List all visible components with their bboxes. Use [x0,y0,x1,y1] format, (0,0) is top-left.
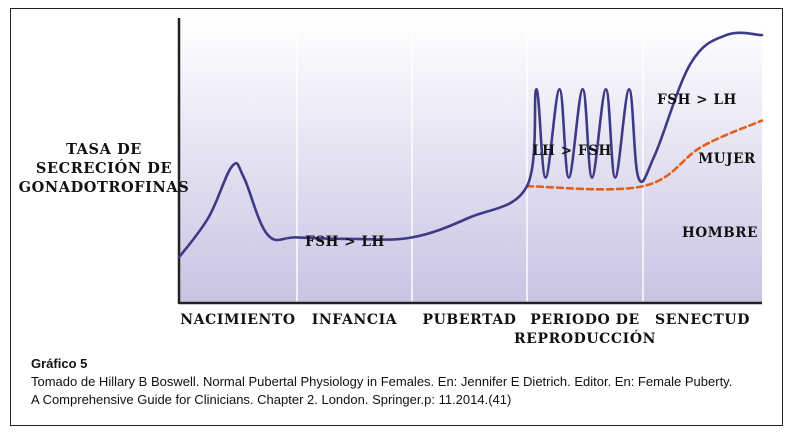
series-line-mujer [177,31,764,259]
category-labels: NACIMIENTO INFANCIA PUBERTAD PERIODO DEREPR… [180,312,750,347]
category-label: INFANCIA [312,312,398,328]
caption-title: Gráfico 5 [31,356,88,371]
annotation-label: HOMBRE [682,225,758,241]
figure-caption: Gráfico 5 Tomado de Hillary B Boswell. N… [31,355,776,409]
annotations: FSH > LH LH > FSH FSH > LH MUJER HOMBRE [305,92,758,250]
category-label: REPRODUCCIÓN [514,329,656,347]
category-label: PUBERTAD [422,312,516,328]
annotation-label: FSH > LH [657,92,737,108]
series-layer [177,31,764,259]
plot-background [179,18,762,303]
y-axis-label-line: TASA DE [66,141,142,158]
annotation-label: FSH > LH [305,234,385,250]
caption-line: A Comprehensive Guide for Clinicians. Ch… [31,392,512,407]
series-line-hombre [525,119,764,191]
y-axis-label: TASA DE SECRECIÓN DE GONADOTROFINAS [18,140,190,197]
category-label: SENECTUD [655,312,750,328]
y-axis-label-line: SECRECIÓN DE [35,160,173,177]
annotation-label: MUJER [698,151,756,167]
stage-dividers [296,18,644,303]
category-label: PERIODO DE [530,312,640,328]
y-axis-label-line: GONADOTROFINAS [18,179,190,196]
annotation-label: LH > FSH [532,143,612,159]
caption-line: Tomado de Hillary B Boswell. Normal Pube… [31,374,733,389]
category-label: NACIMIENTO [180,312,295,328]
